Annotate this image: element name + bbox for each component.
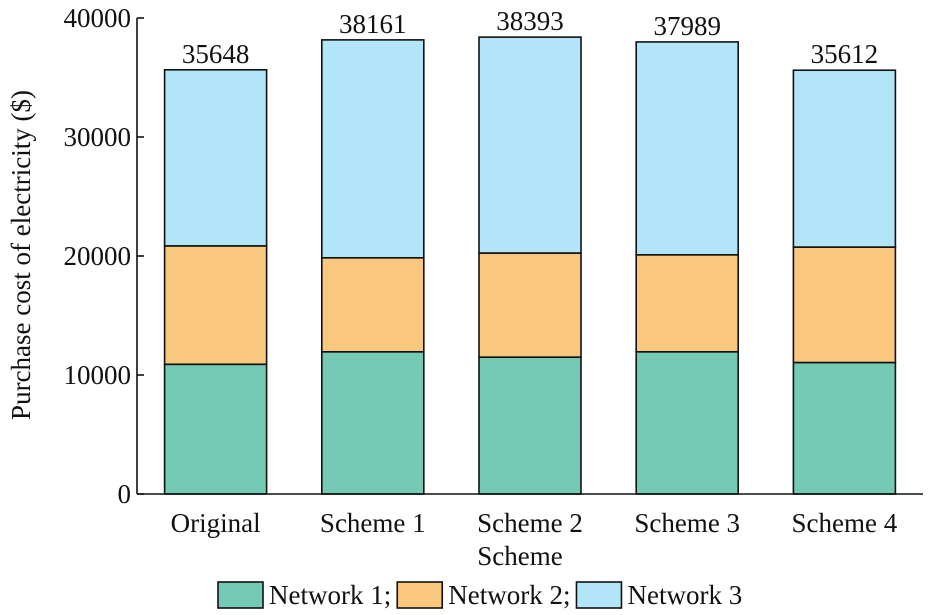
bar-segment-scheme-4-series-1 [792, 361, 897, 495]
y-axis-title: Purchase cost of electricity ($) [6, 90, 36, 420]
total-value-label: 37989 [653, 11, 721, 41]
bar-segment-scheme-4-series-3 [792, 69, 897, 248]
legend-swatch-series-2 [396, 581, 444, 609]
bar-segment-scheme-1-series-3 [320, 39, 425, 259]
bar-segment-scheme-3-series-1 [635, 350, 740, 495]
x-tick-label: Scheme 1 [320, 508, 426, 538]
legend-swatch-series-1 [217, 581, 264, 609]
legend-label-series-3: Network 3 [627, 580, 742, 610]
x-tick-label: Scheme 3 [634, 508, 740, 538]
x-axis: Original Scheme 1 Scheme 2 Scheme 3 Scheme 4 [137, 493, 923, 538]
bar-segment-scheme-1-series-2 [320, 256, 425, 353]
bar-segment-original-series-1 [163, 363, 268, 495]
bar-segment-original-series-3 [163, 68, 268, 247]
total-value-label: 35648 [182, 39, 250, 69]
x-tick-label: Scheme 4 [792, 508, 898, 538]
legend: Network 1; Network 2; Network 3 [217, 580, 742, 610]
legend-label-series-1: Network 1; [269, 580, 391, 610]
legend-swatch-series-3 [575, 581, 623, 609]
bars [163, 36, 897, 495]
total-value-label: 38393 [496, 6, 564, 36]
legend-label-series-2: Network 2; [448, 580, 570, 610]
x-tick-label: Original [171, 508, 261, 538]
bar-segment-scheme-2-series-2 [478, 252, 582, 358]
bar-segment-scheme-2-series-3 [478, 36, 582, 254]
y-tick-label: 0 [118, 479, 132, 509]
y-tick-label: 10000 [64, 360, 132, 390]
x-tick-label: Scheme 2 [477, 508, 583, 538]
bar-segment-scheme-2-series-1 [478, 356, 582, 495]
x-axis-title: Scheme [477, 541, 562, 571]
total-value-label: 35612 [811, 39, 879, 69]
total-value-label: 38161 [339, 9, 407, 39]
y-tick-label: 30000 [64, 122, 132, 152]
y-tick-label: 40000 [64, 3, 132, 33]
y-tick-label: 20000 [64, 241, 132, 271]
bar-segment-scheme-4-series-2 [792, 246, 897, 364]
value-labels: 35648 38161 38393 37989 35612 [182, 6, 878, 69]
bar-segment-original-series-2 [163, 245, 268, 366]
bar-segment-scheme-3-series-3 [635, 41, 740, 256]
y-axis: 0 10000 20000 30000 40000 [64, 3, 144, 509]
bar-segment-scheme-3-series-2 [635, 254, 740, 353]
bar-segment-scheme-1-series-1 [320, 350, 425, 495]
